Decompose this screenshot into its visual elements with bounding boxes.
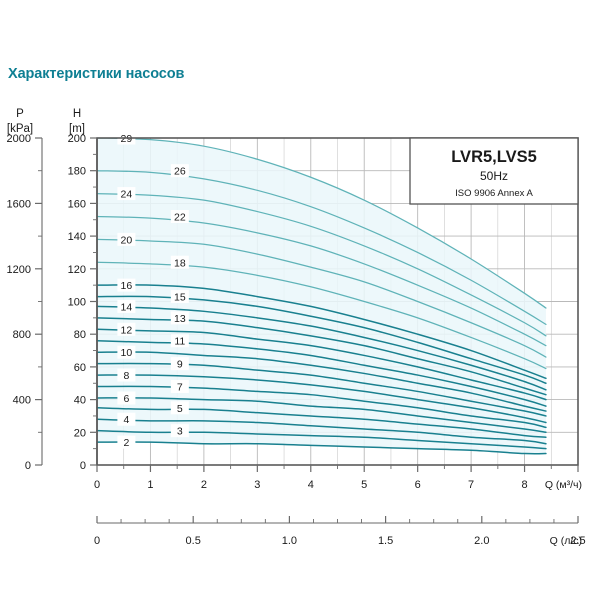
curve-label-bg-16	[117, 278, 136, 292]
legend-model: LVR5,LVS5	[451, 148, 537, 166]
curve-label-bg-2	[117, 435, 136, 449]
curve-label-13: 13	[174, 313, 186, 325]
curve-label-10: 10	[121, 347, 133, 359]
pump-performance-chart: 29 26 24 22 20 18 16 15 14 13 12 11 10 9 8 7 6 5 4 3 2 0 20 40 6…	[0, 105, 600, 555]
curve-label-bg-14	[117, 299, 136, 313]
h-axis-tick-label: 200	[68, 133, 86, 145]
curve-label-bg-22	[170, 209, 189, 223]
curve-label-bg-20	[117, 232, 136, 246]
curve-label-bg-12	[117, 322, 136, 336]
curve-label-7: 7	[177, 382, 183, 394]
curve-label-bg-5	[170, 401, 189, 415]
curve-label-bg-4	[117, 412, 136, 426]
curve-label-bg-11	[170, 334, 189, 348]
h-axis-tick-label: 180	[68, 166, 86, 178]
p-axis-tick-label: 2000	[7, 133, 31, 145]
pump-curve-20[interactable]	[96, 238, 547, 358]
pump-curve-24[interactable]	[96, 192, 547, 337]
q-ls-tick-label: 0.5	[186, 535, 201, 547]
h-axis-tick-label: 0	[80, 460, 86, 472]
h-axis-tick-label: 140	[68, 231, 86, 243]
pump-curve-8[interactable]	[96, 374, 547, 424]
pump-curve-10[interactable]	[96, 351, 547, 412]
legend-box	[409, 137, 579, 205]
h-axis-unit: [m]	[69, 123, 85, 135]
q-m3h-axis-label: Q (м³/ч)	[545, 479, 582, 491]
pump-curve-14[interactable]	[96, 305, 547, 391]
pump-curve-4[interactable]	[96, 418, 547, 445]
h-axis-tick-label: 100	[68, 297, 86, 309]
p-axis-tick-label: 1200	[7, 264, 31, 276]
pump-curve-12[interactable]	[96, 328, 547, 401]
q-m3h-tick-label: 8	[521, 479, 527, 491]
h-axis-name: H	[73, 108, 81, 120]
curve-label-2: 2	[123, 437, 129, 449]
curve-label-bg-18	[170, 255, 189, 269]
curve-label-bg-7	[170, 380, 189, 394]
h-axis-tick-label: 40	[74, 395, 86, 407]
curve-label-bg-8	[117, 368, 136, 382]
q-m3h-tick-label: 5	[361, 479, 367, 491]
curve-label-bg-24	[117, 187, 136, 201]
q-m3h-tick-label: 4	[308, 479, 314, 491]
curve-label-bg-6	[117, 391, 136, 405]
curve-label-20: 20	[121, 234, 133, 246]
curve-label-16: 16	[121, 280, 133, 292]
curve-label-11: 11	[174, 336, 185, 348]
curve-label-12: 12	[121, 324, 133, 336]
h-axis-tick-label: 80	[74, 329, 86, 341]
h-axis-tick-label: 120	[68, 264, 86, 276]
curve-label-bg-26	[170, 164, 189, 178]
curve-label-bg-13	[170, 311, 189, 325]
pump-curve-2[interactable]	[96, 441, 547, 455]
h-axis-tick-label: 60	[74, 362, 86, 374]
curve-label-4: 4	[123, 414, 129, 426]
q-m3h-tick-label: 7	[468, 479, 474, 491]
legend-frequency: 50Hz	[480, 169, 508, 183]
h-axis-tick-label: 20	[74, 427, 86, 439]
h-axis-tick-label: 160	[68, 198, 86, 210]
p-axis-unit: [kPa]	[7, 123, 33, 135]
curve-label-14: 14	[121, 301, 133, 313]
curve-label-15: 15	[174, 292, 186, 304]
pump-curve-6[interactable]	[96, 397, 547, 434]
q-ls-tick-label: 2.5	[570, 535, 585, 547]
q-m3h-tick-label: 6	[415, 479, 421, 491]
curve-family-tint	[97, 138, 546, 454]
curve-label-9: 9	[177, 359, 183, 371]
q-ls-tick-label: 0	[94, 535, 100, 547]
q-m3h-tick-label: 1	[147, 479, 153, 491]
curve-label-24: 24	[121, 189, 133, 201]
q-m3h-tick-label: 2	[201, 479, 207, 491]
pump-curve-29[interactable]	[96, 137, 547, 309]
p-axis-tick-label: 800	[13, 329, 31, 341]
q-m3h-tick-label: 3	[254, 479, 260, 491]
pump-curve-16[interactable]	[96, 284, 547, 380]
curve-label-3: 3	[177, 426, 183, 438]
curve-label-bg-10	[117, 345, 136, 359]
q-ls-tick-label: 1.0	[282, 535, 297, 547]
curve-label-29: 29	[121, 133, 133, 145]
curve-label-6: 6	[123, 393, 129, 405]
curve-label-5: 5	[177, 403, 183, 415]
q-ls-tick-label: 1.5	[378, 535, 393, 547]
curve-label-bg-3	[170, 424, 189, 438]
curve-label-bg-9	[170, 357, 189, 371]
legend-standard: ISO 9906 Annex A	[455, 188, 533, 199]
curve-label-18: 18	[174, 257, 186, 269]
chart-canvas: 2926242220181615141312111098765432020406…	[7, 108, 586, 547]
curve-label-22: 22	[174, 211, 186, 223]
p-axis-tick-label: 1600	[7, 198, 31, 210]
q-ls-axis-label: Q (л/с)	[550, 535, 582, 547]
p-axis-name: P	[16, 108, 24, 120]
page-title: Характеристики насосов	[8, 66, 185, 82]
p-axis-tick-label: 0	[25, 460, 31, 472]
curve-label-bg-15	[170, 290, 189, 304]
curve-label-8: 8	[123, 370, 129, 382]
curve-label-26: 26	[174, 166, 186, 178]
p-axis-tick-label: 400	[13, 395, 31, 407]
q-m3h-tick-label: 0	[94, 479, 100, 491]
q-ls-tick-label: 2.0	[474, 535, 489, 547]
